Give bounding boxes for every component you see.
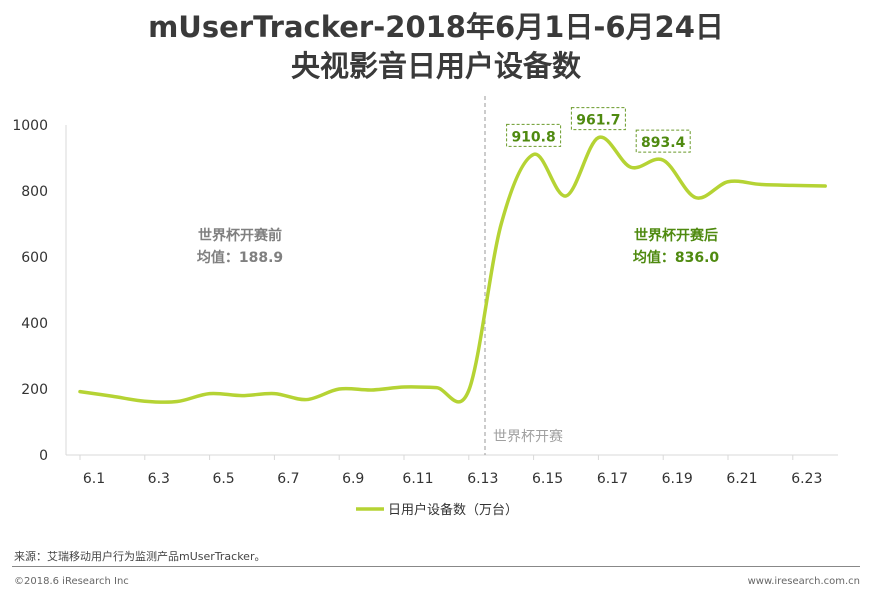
source-note: 来源：艾瑞移动用户行为监测产品mUserTracker。 [14, 550, 266, 563]
series-line [78, 135, 827, 404]
x-tick-label: 6.7 [277, 471, 299, 487]
peak-label-box [635, 129, 691, 153]
peak-label-box [570, 107, 626, 131]
chart-title-line-1: mUserTracker-2018年6月1日-6月24日 [148, 10, 724, 44]
x-tick-label: 6.13 [467, 471, 498, 487]
x-tick-label: 6.1 [83, 471, 105, 487]
y-tick-label: 1000 [12, 118, 48, 134]
peak-label: 910.8 [511, 129, 555, 145]
footer-divider [12, 566, 860, 567]
y-tick-label: 200 [21, 382, 48, 398]
x-tick-label: 6.5 [212, 471, 234, 487]
line-chart: 0 200 400 600 800 1000 6.1 6.3 6.5 6.7 6.9 6.11 6.13… [12, 96, 838, 518]
x-tick-label: 6.23 [791, 471, 822, 487]
peak-label-box [506, 123, 562, 147]
x-tick-label: 6.15 [532, 471, 563, 487]
peak-label: 893.4 [641, 135, 686, 151]
website: www.iresearch.com.cn [747, 576, 860, 587]
after-cup-mean: 均值：836.0 [633, 249, 720, 266]
x-tick-label: 6.19 [662, 471, 693, 487]
y-tick-label: 400 [21, 316, 48, 332]
y-tick-label: 600 [21, 250, 48, 266]
after-cup-heading: 世界杯开赛后 [634, 227, 718, 244]
before-cup-mean: 均值：188.9 [197, 249, 283, 266]
chart-title-line-2: 央视影音日用户设备数 [290, 49, 581, 83]
peak-label: 961.7 [576, 113, 620, 129]
x-tick-label: 6.21 [726, 471, 757, 487]
y-tick-label: 0 [39, 448, 48, 464]
before-cup-heading: 世界杯开赛前 [198, 227, 282, 244]
x-tick-label: 6.9 [342, 471, 364, 487]
legend-label: 日用户设备数（万台） [388, 502, 518, 518]
x-tick-label: 6.3 [148, 471, 170, 487]
copyright: ©2018.6 iResearch Inc [14, 576, 129, 587]
kickoff-divider-label: 世界杯开赛 [493, 429, 563, 445]
x-tick-label: 6.11 [402, 471, 433, 487]
y-tick-label: 800 [21, 184, 48, 200]
x-tick-label: 6.17 [597, 471, 628, 487]
